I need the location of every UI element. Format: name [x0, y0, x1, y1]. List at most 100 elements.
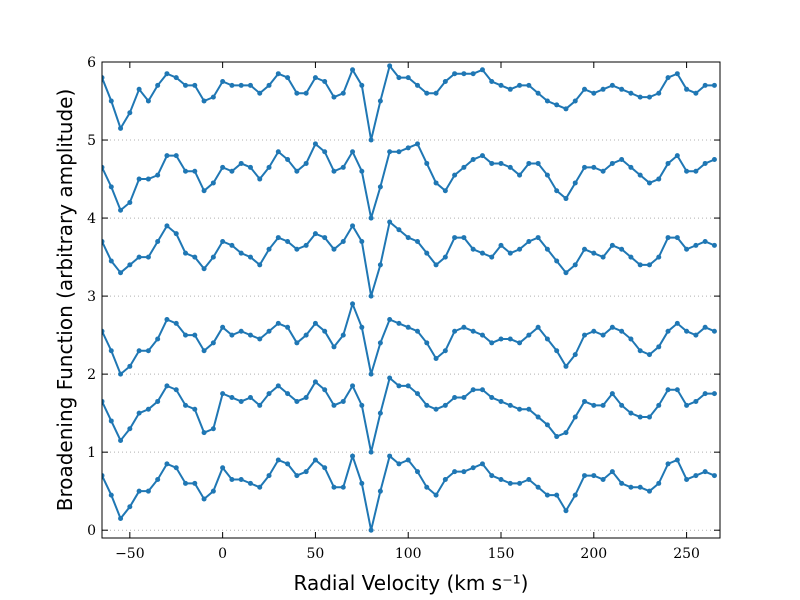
data-point: [554, 434, 560, 440]
data-point: [693, 332, 699, 338]
data-point: [387, 149, 393, 155]
data-point: [619, 86, 625, 92]
data-point: [164, 461, 170, 467]
data-point: [183, 402, 189, 408]
data-point: [359, 82, 365, 88]
data-point: [470, 246, 476, 252]
data-point: [173, 153, 179, 159]
data-point: [517, 480, 523, 486]
data-point: [526, 160, 532, 166]
data-point: [498, 336, 504, 342]
data-point: [498, 476, 504, 482]
data-point: [350, 453, 356, 459]
data-point: [247, 254, 253, 260]
data-point: [628, 336, 634, 342]
data-point: [108, 348, 114, 354]
data-point: [507, 402, 513, 408]
data-point: [656, 344, 662, 350]
data-point: [684, 246, 690, 252]
data-point: [127, 110, 133, 116]
data-point: [238, 82, 244, 88]
data-point: [210, 340, 216, 346]
data-point: [563, 363, 569, 369]
data-point: [461, 324, 467, 330]
data-point: [192, 406, 198, 412]
data-point: [303, 469, 309, 475]
data-point: [665, 461, 671, 467]
data-point: [396, 227, 402, 233]
data-point: [442, 254, 448, 260]
data-point: [637, 414, 643, 420]
data-point: [452, 395, 458, 401]
data-point: [609, 391, 615, 397]
x-tick-label: 200: [580, 546, 607, 562]
data-point: [563, 270, 569, 276]
data-point: [563, 196, 569, 202]
data-point: [118, 437, 124, 443]
data-point: [554, 188, 560, 194]
data-point: [414, 469, 420, 475]
data-point: [322, 149, 328, 155]
data-point: [285, 238, 291, 244]
data-point: [229, 82, 235, 88]
data-point: [702, 324, 708, 330]
data-point: [507, 164, 513, 170]
data-point: [507, 336, 513, 342]
data-point: [285, 75, 291, 81]
data-point: [294, 398, 300, 404]
data-point: [312, 320, 318, 326]
data-point: [452, 172, 458, 178]
data-point: [591, 250, 597, 256]
data-point: [433, 262, 439, 268]
data-point: [192, 254, 198, 260]
data-point: [582, 86, 588, 92]
data-point: [498, 82, 504, 88]
data-point: [554, 102, 560, 108]
data-point: [619, 402, 625, 408]
data-point: [145, 176, 151, 182]
data-point: [127, 504, 133, 510]
data-point: [656, 480, 662, 486]
data-point: [155, 476, 161, 482]
data-point: [229, 168, 235, 174]
data-point: [600, 476, 606, 482]
data-point: [637, 172, 643, 178]
data-point: [711, 242, 717, 248]
data-point: [517, 172, 523, 178]
x-tick-label: 250: [673, 546, 700, 562]
data-point: [461, 235, 467, 241]
data-point: [526, 406, 532, 412]
data-point: [563, 106, 569, 112]
data-point: [322, 387, 328, 393]
data-point: [368, 293, 374, 299]
data-point: [535, 90, 541, 96]
data-point: [535, 235, 541, 241]
data-point: [646, 414, 652, 420]
data-point: [498, 160, 504, 166]
data-point: [192, 480, 198, 486]
data-point: [257, 176, 263, 182]
data-point: [572, 414, 578, 420]
data-point: [192, 332, 198, 338]
data-point: [238, 250, 244, 256]
data-point: [201, 430, 207, 436]
data-point: [285, 324, 291, 330]
data-point: [275, 235, 281, 241]
data-point: [665, 75, 671, 81]
data-point: [183, 250, 189, 256]
data-point: [303, 160, 309, 166]
data-point: [442, 402, 448, 408]
data-point: [665, 160, 671, 166]
data-point: [702, 160, 708, 166]
data-point: [164, 153, 170, 159]
data-point: [359, 324, 365, 330]
data-point: [238, 160, 244, 166]
data-point: [684, 86, 690, 92]
data-point: [387, 317, 393, 323]
data-point: [145, 254, 151, 260]
data-point: [303, 242, 309, 248]
data-point: [674, 457, 680, 463]
data-point: [155, 172, 161, 178]
